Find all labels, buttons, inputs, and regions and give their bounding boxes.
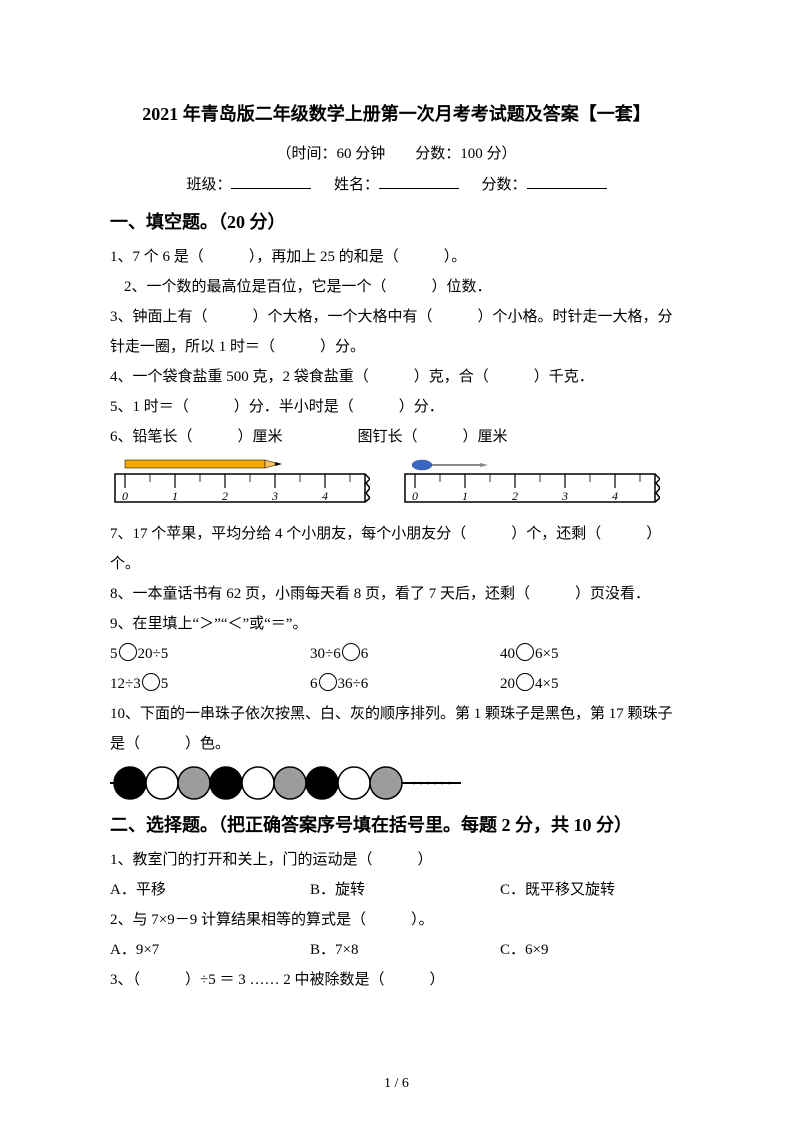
svg-text:4: 4 — [612, 489, 618, 503]
q9-row2: 12÷35 636÷6 204×5 — [110, 669, 683, 699]
blank-class[interactable] — [231, 174, 311, 189]
q4: 4、一个袋食盐重 500 克，2 袋食盐重（ ）克，合（ ）千克． — [110, 362, 683, 392]
section-1-heading: 一、填空题。（20 分） — [110, 208, 683, 234]
section-2-heading: 二、选择题。（把正确答案序号填在括号里。每题 2 分，共 10 分） — [110, 811, 683, 837]
s2q2-opts: A．9×7 B．7×8 C．6×9 — [110, 935, 683, 965]
exam-time: 60 分钟 — [336, 146, 385, 162]
q10: 10、下面的一串珠子依次按黑、白、灰的顺序排列。第 1 颗珠子是黑色，第 17 … — [110, 699, 683, 759]
svg-text:1: 1 — [172, 489, 178, 503]
beads-figure — [110, 763, 683, 803]
page: 2021 年青岛版二年级数学上册第一次月考考试题及答案【一套】 （时间：60 分… — [0, 0, 793, 1122]
svg-text:4: 4 — [322, 489, 328, 503]
q9r1c3: 406×5 — [500, 639, 558, 669]
svg-text:3: 3 — [271, 489, 278, 503]
circle-icon — [516, 643, 534, 661]
s2q1-opt-a: A．平移 — [110, 875, 310, 905]
ruler-pin: 0 1 2 3 4 — [400, 456, 660, 511]
q9r2c2: 636÷6 — [310, 669, 500, 699]
document-title: 2021 年青岛版二年级数学上册第一次月考考试题及答案【一套】 — [110, 100, 683, 126]
q9: 9、在里填上“＞”“＜”或“＝”。 — [110, 609, 683, 639]
circle-icon — [142, 673, 160, 691]
s2q1-opts: A．平移 B．旋转 C．既平移又旋转 — [110, 875, 683, 905]
s2q2-opt-a: A．9×7 — [110, 935, 310, 965]
s2q2-opt-c: C．6×9 — [500, 935, 548, 965]
ruler-figures: 0 1 2 3 4 — [110, 456, 683, 511]
q9r2c3: 204×5 — [500, 669, 558, 699]
s2q1-opt-b: B．旋转 — [310, 875, 500, 905]
subtitle-prefix: （时间： — [276, 146, 336, 162]
info-line: 班级： 姓名： 分数： — [110, 173, 683, 194]
label-class: 班级： — [186, 177, 231, 193]
svg-text:1: 1 — [462, 489, 468, 503]
label-name: 姓名： — [334, 177, 379, 193]
q9r2c1: 12÷35 — [110, 669, 310, 699]
s2q1-opt-c: C．既平移又旋转 — [500, 875, 615, 905]
svg-text:0: 0 — [122, 489, 128, 503]
q9-row1: 520÷5 30÷66 406×5 — [110, 639, 683, 669]
s2q2: 2、与 7×9－9 计算结果相等的算式是（ ）。 — [110, 905, 683, 935]
q5: 5、1 时＝（ ）分．半小时是（ ）分． — [110, 392, 683, 422]
blank-name[interactable] — [379, 174, 459, 189]
label-score: 分数： — [482, 177, 527, 193]
page-number: 1 / 6 — [0, 1076, 793, 1092]
subtitle: （时间：60 分钟 分数：100 分） — [110, 142, 683, 163]
s2q3: 3、（ ）÷5 ＝ 3 …… 2 中被除数是（ ） — [110, 965, 683, 995]
exam-total-score: 100 分） — [460, 146, 516, 162]
circle-icon — [516, 673, 534, 691]
svg-text:3: 3 — [561, 489, 568, 503]
s2q2-opt-b: B．7×8 — [310, 935, 500, 965]
q9r1c1: 520÷5 — [110, 639, 310, 669]
q3: 3、钟面上有（ ）个大格，一个大格中有（ ）个小格。时针走一大格，分针走一圈，所… — [110, 302, 683, 362]
q7: 7、17 个苹果，平均分给 4 个小朋友，每个小朋友分（ ）个，还剩（ ）个。 — [110, 519, 683, 579]
q8: 8、一本童话书有 62 页，小雨每天看 8 页，看了 7 天后，还剩（ ）页没看… — [110, 579, 683, 609]
subtitle-mid: 分数： — [385, 146, 460, 162]
q1: 1、7 个 6 是（ ），再加上 25 的和是（ ）。 — [110, 242, 683, 272]
svg-text:2: 2 — [222, 489, 228, 503]
circle-icon — [319, 673, 337, 691]
q2: 2、一个数的最高位是百位，它是一个（ ）位数． — [110, 272, 683, 302]
blank-score[interactable] — [527, 174, 607, 189]
ruler-pencil: 0 1 2 3 4 — [110, 456, 370, 511]
s2q1: 1、教室门的打开和关上，门的运动是（ ） — [110, 845, 683, 875]
svg-text:2: 2 — [512, 489, 518, 503]
svg-text:0: 0 — [412, 489, 418, 503]
circle-icon — [342, 643, 360, 661]
q6: 6、铅笔长（ ）厘米 图钉长（ ）厘米 — [110, 422, 683, 452]
q9r1c2: 30÷66 — [310, 639, 500, 669]
circle-icon — [119, 643, 137, 661]
